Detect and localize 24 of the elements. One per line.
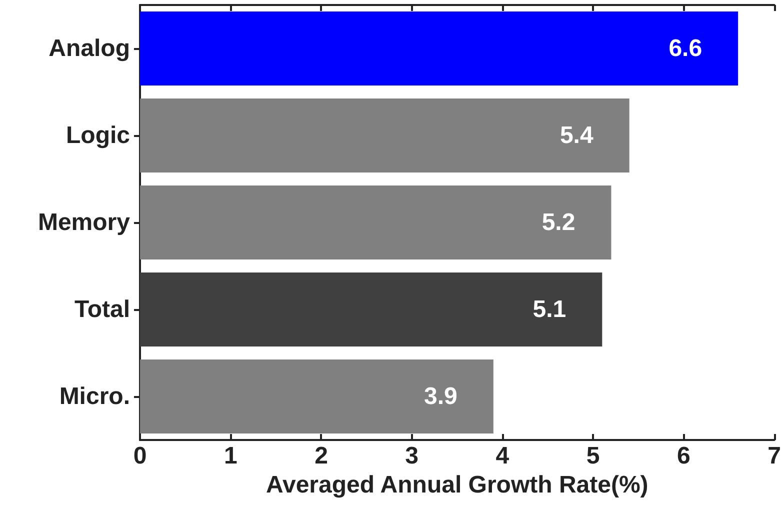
x-tick-label: 0 — [133, 442, 147, 470]
y-tick-label: Micro. — [59, 383, 130, 410]
bar — [140, 98, 630, 172]
x-tick-label: 1 — [224, 442, 238, 470]
data-label: 3.9 — [424, 383, 458, 410]
bar — [140, 272, 602, 346]
bar — [140, 186, 612, 260]
data-label: 6.6 — [668, 35, 702, 62]
data-label: 5.4 — [560, 122, 594, 149]
x-tick-label: 6 — [677, 442, 690, 470]
y-tick-label: Logic — [66, 122, 130, 149]
y-tick-label: Analog — [48, 35, 130, 62]
data-label: 5.1 — [532, 296, 566, 323]
y-tick-label: Memory — [38, 209, 131, 236]
x-tick-label: 3 — [405, 442, 419, 470]
bar — [140, 12, 738, 86]
bar — [140, 360, 494, 434]
x-tick-label: 2 — [314, 442, 328, 470]
x-tick-label: 5 — [586, 442, 600, 470]
data-label: 5.2 — [542, 209, 576, 236]
x-tick-label: 4 — [496, 442, 510, 470]
x-axis-title: Averaged Annual Growth Rate(%) — [266, 471, 648, 498]
x-tick-label: 7 — [768, 442, 782, 470]
y-tick-label: Total — [74, 296, 130, 323]
